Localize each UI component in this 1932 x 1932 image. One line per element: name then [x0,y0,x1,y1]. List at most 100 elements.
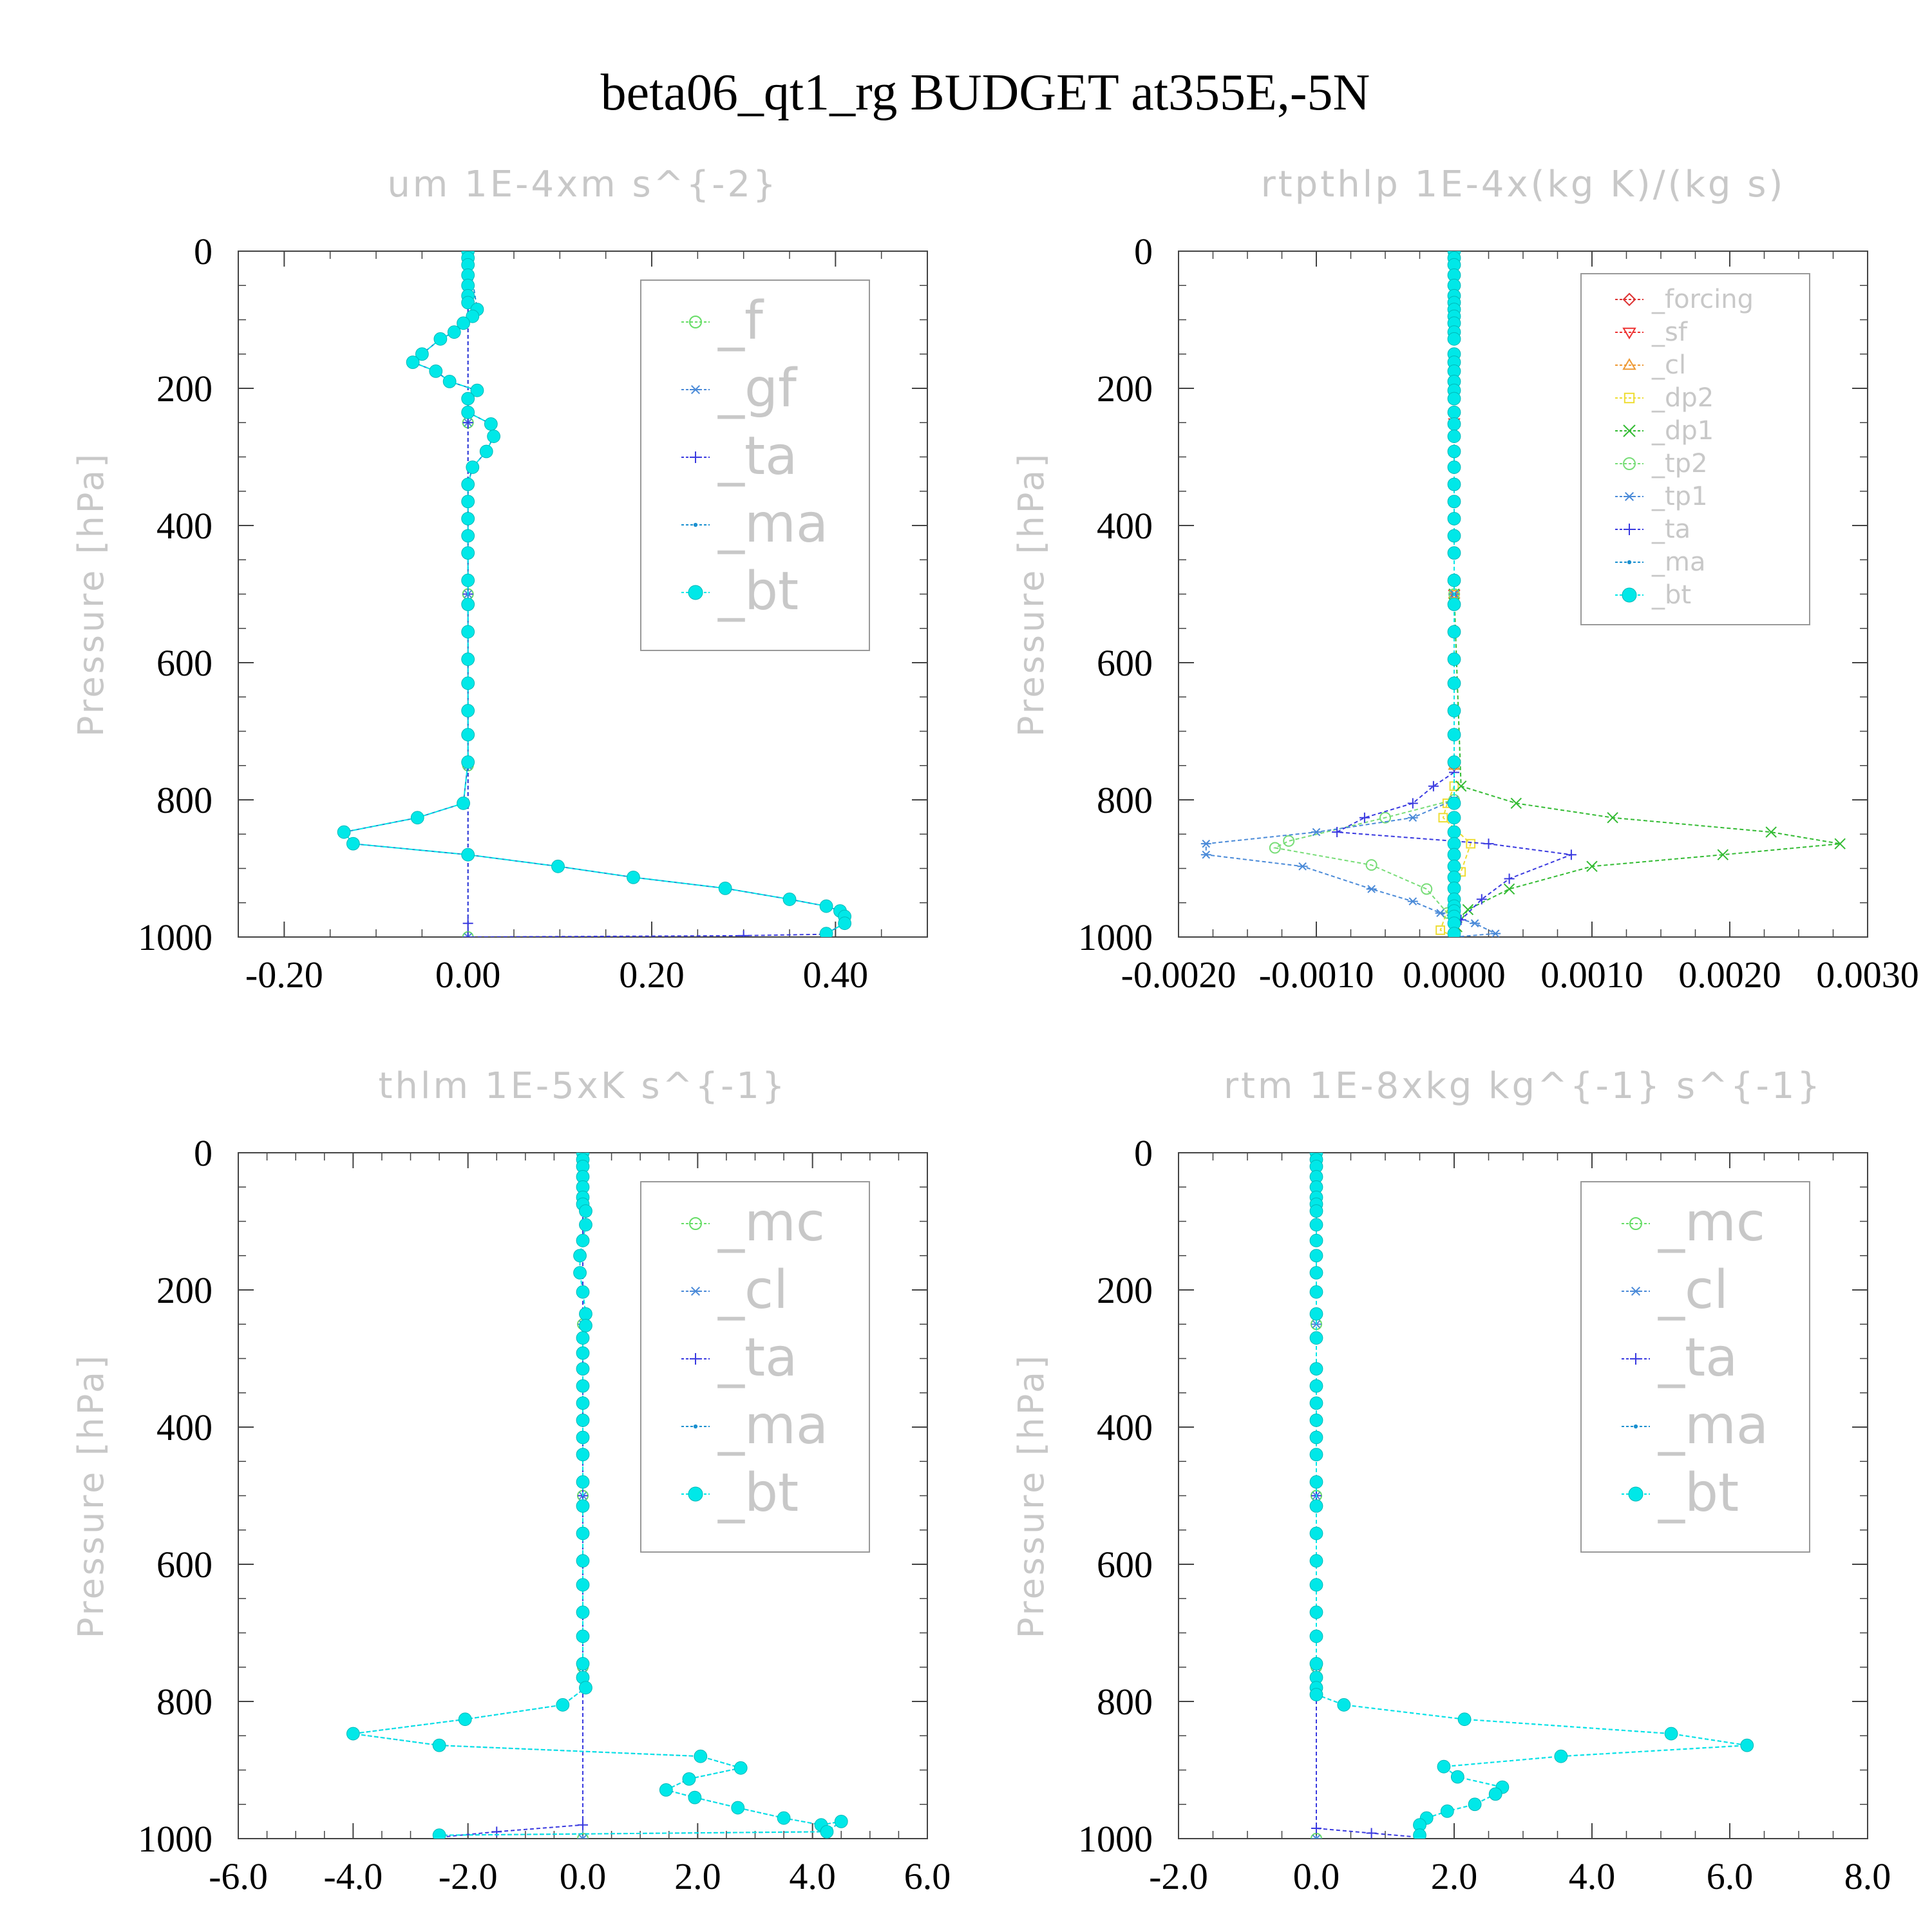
series-point-ta [462,932,473,937]
chart-panel-3: thlm 1E-5xK s^{-1} -6.0 -4.0 -2.0 0.0 2.0 4.0 6… [71,1065,951,1897]
x-tick-label: 0.40 [803,954,869,996]
series-point-bt [576,1396,590,1410]
series-point-bt [1447,796,1461,810]
series-point-dp1 [1586,860,1598,873]
series-point-ta [1311,1823,1321,1834]
series-point-ta [1407,798,1418,809]
legend-marker [690,1353,701,1365]
legend-label: _sf [1651,317,1688,347]
series-line-bt [1316,1153,1747,1835]
series-point-ta [1504,873,1515,884]
series-point-ta [578,1819,588,1830]
series-point-bt [1309,1554,1323,1568]
legend-label: _f [717,290,764,352]
series-point-bt [1309,1233,1323,1247]
series-point-ta [462,918,473,929]
series-point-bt [819,899,833,913]
series-point-bt [718,881,732,895]
series-point-bt [694,1749,708,1763]
series-point-bt [576,1331,590,1345]
legend-label: _bt [717,561,799,622]
legend-marker [693,1424,698,1429]
series-point-bt [447,325,461,339]
series-point-tp1 [1435,909,1446,918]
series-point-tp1 [1470,919,1481,928]
series-point-bt [1740,1738,1754,1752]
series-point-ta [1566,849,1577,860]
series-point-bt [576,1629,590,1643]
x-tick-label: 0.00 [435,954,501,996]
series-point-tp1 [1366,885,1377,893]
series-point-bt [1447,704,1461,717]
legend-label: _mc [1658,1192,1765,1253]
series-point-bt [1309,1379,1323,1393]
series-point-bt [1309,1475,1323,1489]
series-point-bt [346,1727,360,1741]
x-tick-label: 4.0 [789,1855,836,1897]
y-tick-label: 600 [156,642,213,684]
series-point-bt [1447,511,1461,526]
series-point-bt [479,444,493,459]
series-point-bt [1447,460,1461,474]
series-point-bt [688,1790,702,1804]
series-point-bt [346,837,360,851]
series-point-bt [1447,728,1461,742]
series-point-bt [461,511,475,526]
series-point-bt [1447,652,1461,667]
legend-marker [689,316,702,328]
series-point-bt [1447,444,1461,459]
legend-box [640,279,870,651]
legend-label: _bt [717,1463,799,1524]
series-point-bt [731,1801,745,1815]
series-point-bt [461,728,475,742]
series-point-bt [461,573,475,587]
series-point-tp1 [1297,862,1308,871]
y-tick-label: 400 [156,505,213,547]
series-point-tp2 [1421,883,1433,895]
series-point-bt [682,1772,696,1786]
legend-label: _cl [1658,1260,1728,1321]
series-point-bt [579,1307,592,1321]
series-point-tp2 [1365,859,1378,871]
legend-box [640,1181,870,1553]
series-point-bt [576,1346,590,1360]
series-point-bt [1309,1204,1323,1218]
series-point-bt [470,383,484,397]
series-point-bt [551,859,565,873]
series-point-bt [410,811,424,825]
series-point-dp1 [1455,780,1467,792]
y-tick-label: 1000 [1078,916,1153,958]
series-point-bt [819,927,833,937]
series-point-bt [457,796,470,810]
series-point-bt [1309,1307,1323,1321]
series-point-bt [466,460,480,474]
series-point-bt [576,1430,590,1444]
series-point-ta [1483,838,1494,849]
legend-box [1580,1181,1810,1553]
series-point-bt [576,1499,590,1513]
y-tick-label: 600 [1097,1544,1153,1586]
x-tick-label: 0.20 [619,954,685,996]
x-tick-label: -0.0020 [1121,954,1236,996]
series-point-bt [1413,1828,1426,1839]
series-point-bt [1309,1413,1323,1427]
series-point-bt [1447,546,1461,560]
series-point-bt [461,652,475,667]
series-point-bt [1554,1749,1568,1763]
series-point-ta [1332,827,1343,838]
legend-label: _ma [717,1395,828,1456]
legend-label: _cl [717,1260,788,1321]
series-point-bt [1440,1804,1454,1818]
series-point-bt [1309,1285,1323,1299]
series-point-dp1 [1607,811,1618,824]
series-group [346,1153,848,1839]
legend-label: _ta [717,426,797,487]
series-point-bt [1447,392,1461,406]
figure-title: beta06_qt1_rg BUDGET at355E,-5N [601,64,1370,121]
y-axis-label: Pressure [hPa] [71,451,111,737]
legend-label: _cl [1651,350,1686,380]
series-point-bt [1447,598,1461,611]
y-tick-label: 800 [1097,779,1153,821]
legend-label: _ta [1658,1327,1738,1388]
